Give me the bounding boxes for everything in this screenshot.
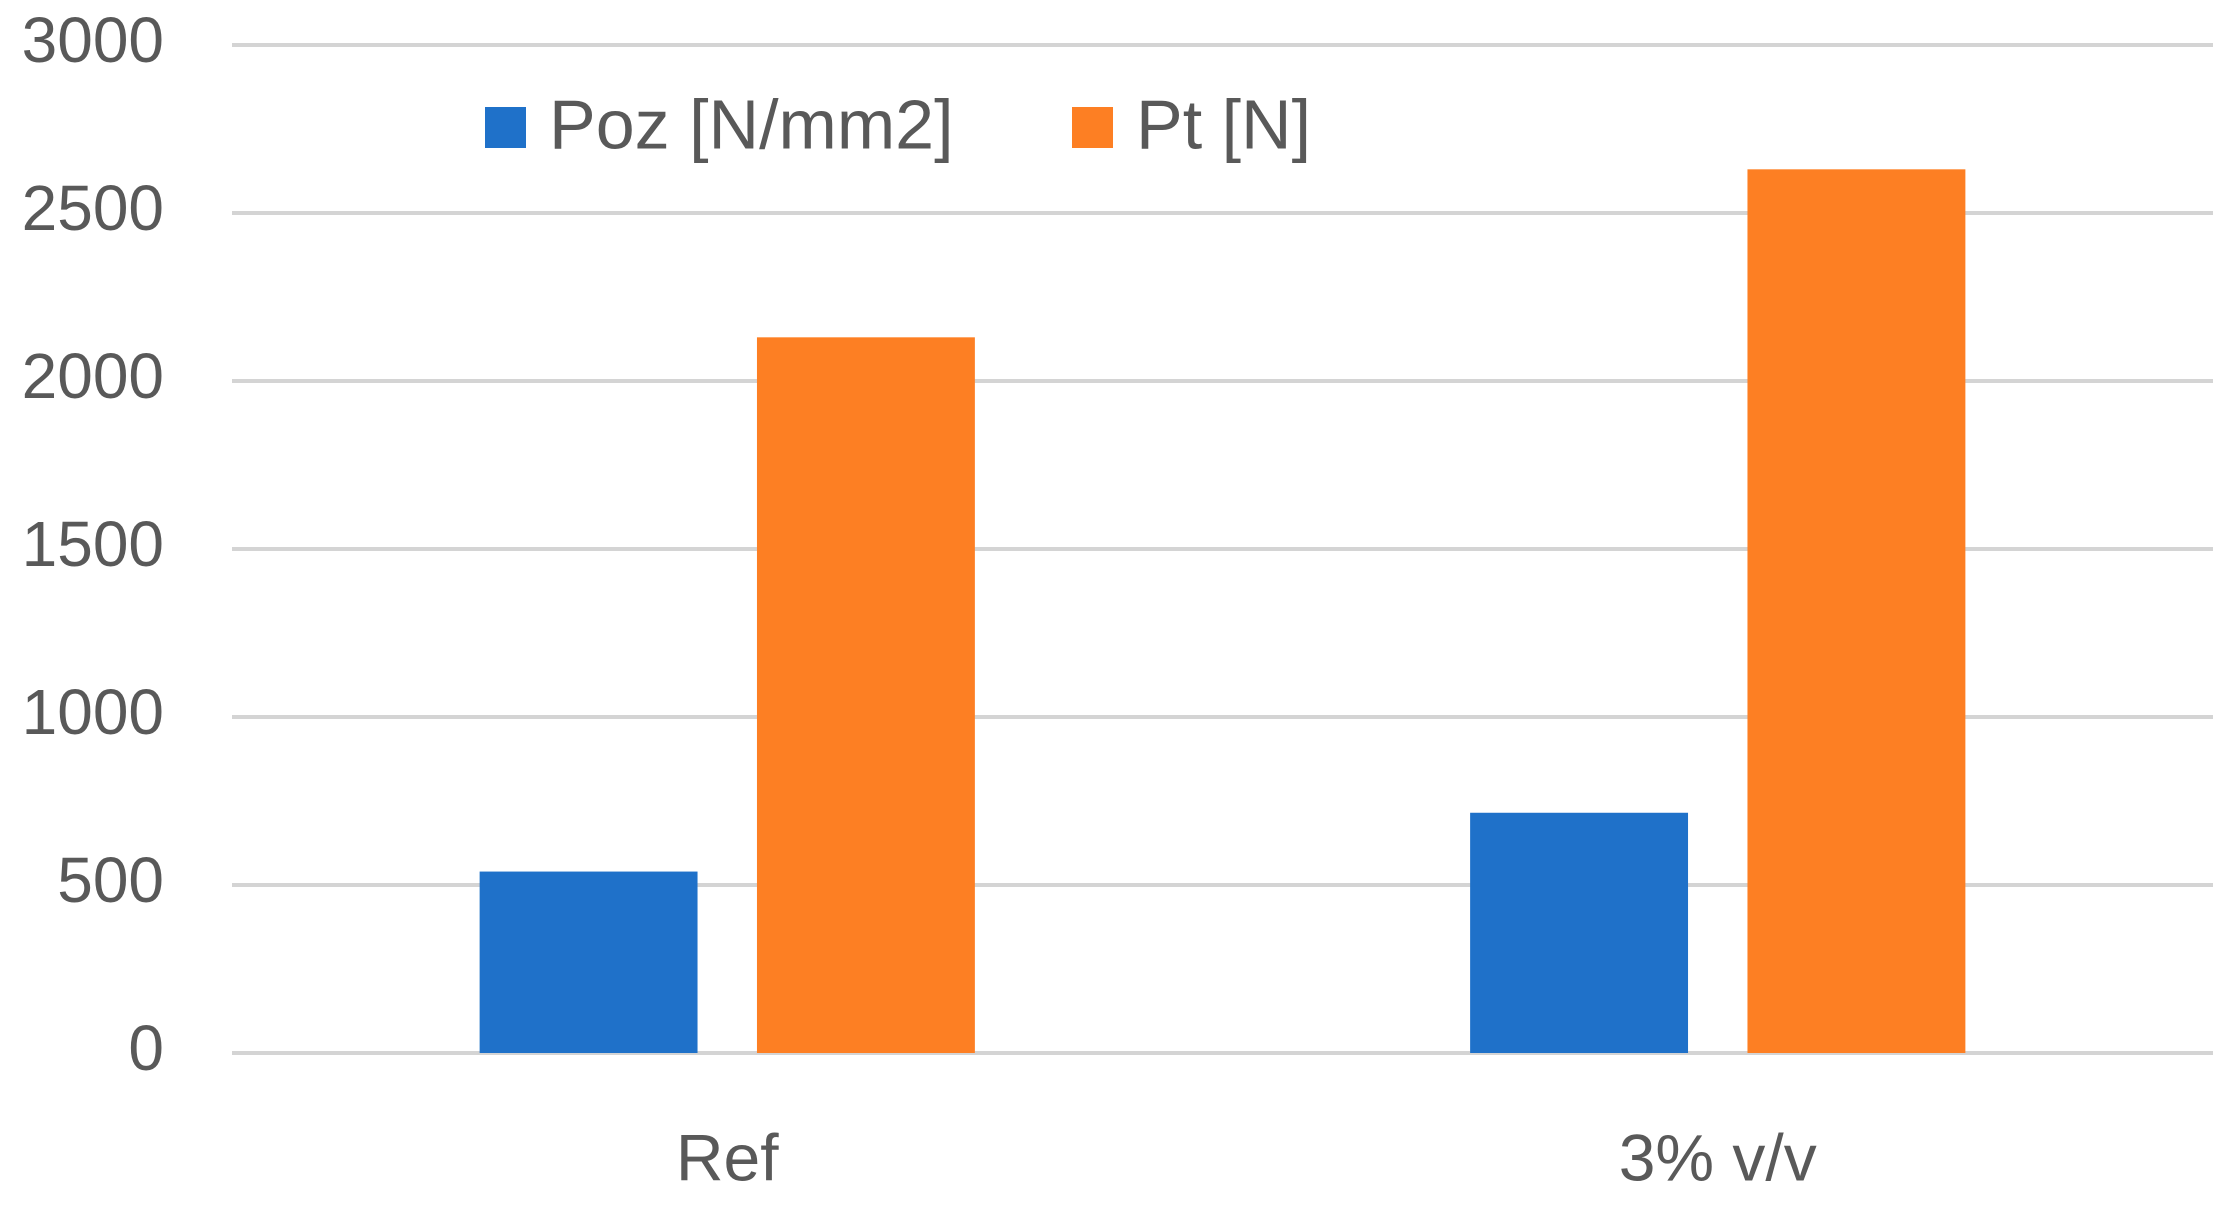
legend-label: Poz [N/mm2] [549, 85, 954, 163]
y-tick-label: 0 [128, 1012, 164, 1084]
y-tick-label: 3000 [22, 4, 164, 76]
y-tick-label: 2000 [22, 340, 164, 412]
legend-swatch [485, 107, 526, 148]
bar [756, 337, 975, 1053]
y-tick-label: 1500 [22, 508, 164, 580]
y-tick-label: 2500 [22, 172, 164, 244]
x-tick-label: 3% v/v [1619, 1120, 1817, 1194]
bar [1747, 169, 1966, 1053]
x-tick-label: Ref [676, 1120, 779, 1194]
legend-label: Pt [N] [1136, 85, 1311, 163]
y-tick-label: 1000 [22, 676, 164, 748]
y-tick-label: 500 [57, 844, 164, 916]
bar [479, 871, 698, 1053]
bar [1470, 812, 1689, 1053]
legend-swatch [1072, 107, 1113, 148]
